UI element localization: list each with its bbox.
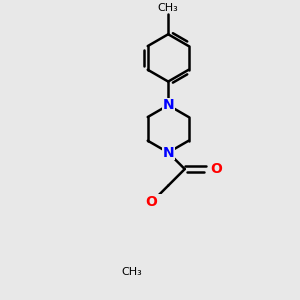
Text: O: O xyxy=(146,195,158,209)
Text: CH₃: CH₃ xyxy=(121,268,142,278)
Text: N: N xyxy=(162,146,174,160)
Text: N: N xyxy=(162,98,174,112)
Text: O: O xyxy=(211,162,223,176)
Text: CH₃: CH₃ xyxy=(158,3,178,13)
